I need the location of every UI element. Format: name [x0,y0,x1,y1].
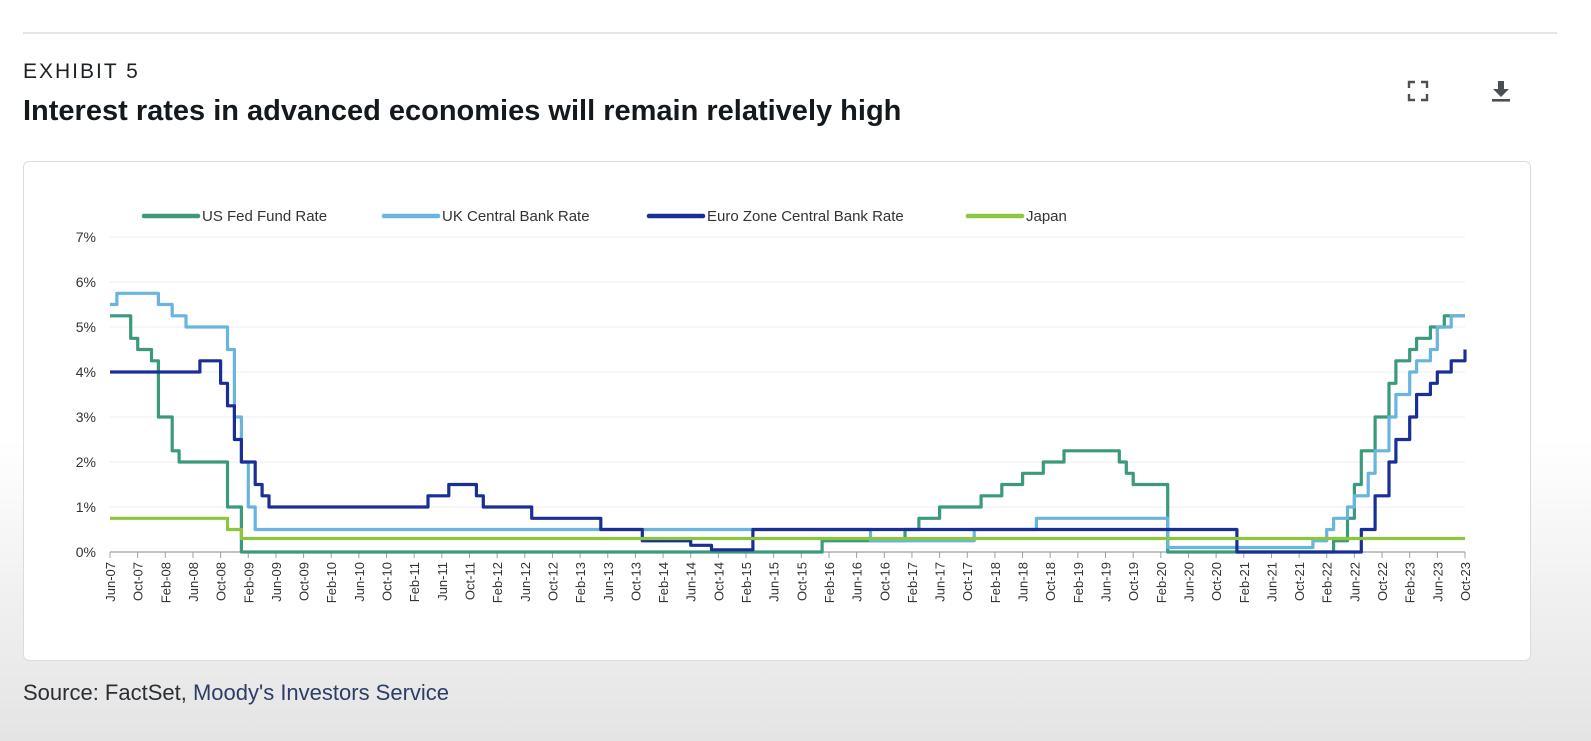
x-tick-label: Feb-11 [407,562,422,602]
x-tick-label: Jun-17 [933,562,948,602]
x-tick-label: Feb-20 [1154,562,1169,603]
x-tick-label: Jun-09 [269,562,284,602]
y-tick-label: 0% [76,544,96,560]
source-link[interactable]: Moody's Investors Service [192,680,450,705]
y-tick-label: 5% [76,319,96,335]
x-tick-label: Feb-22 [1320,562,1335,603]
series-line-uk-central-bank-rate [110,291,1465,550]
y-tick-label: 4% [76,364,96,380]
x-tick-label: Jun-18 [1016,562,1031,602]
x-tick-label: Oct-19 [1126,562,1141,601]
x-tick-label: Oct-18 [1043,562,1058,601]
x-tick-label: Oct-17 [960,562,975,601]
x-tick-label: Oct-20 [1209,562,1224,601]
y-tick-label: 3% [76,409,96,425]
x-tick-label: Oct-16 [877,562,892,601]
y-tick-label: 1% [76,499,96,515]
expand-button[interactable] [1401,74,1435,108]
legend-label: Euro Zone Central Bank Rate [707,208,904,225]
x-tick-label: Oct-15 [794,562,809,601]
x-tick-label: Feb-14 [656,562,671,603]
x-tick-label: Feb-13 [573,562,588,603]
x-tick-label: Jun-20 [1181,562,1196,602]
interest-rate-chart: 0% 1% 2% 3% 4% 5% 6% 7% Jun-07 Oct-07 Feb-08 Jun-08… [76,208,1473,603]
legend-item: UK Central Bank Rate [381,208,590,225]
x-tick-label: Feb-16 [822,562,837,603]
x-tick-label: Jun-07 [103,562,118,602]
download-button[interactable] [1484,74,1518,108]
x-tick-label: Oct-23 [1458,562,1473,601]
x-tick-label: Oct-13 [628,562,643,601]
series-line-euro-zone-central-bank-rate [110,349,1467,554]
download-icon [1492,81,1510,102]
x-tick-label: Jun-23 [1430,562,1445,602]
x-tick-label: Oct-12 [545,562,560,601]
chart-title: Interest rates in advanced economies wil… [23,95,902,127]
x-tick-label: Oct-21 [1292,562,1307,601]
x-tick-label: Oct-14 [711,562,726,601]
x-tick-label: Jun-10 [352,562,367,602]
x-tick-label: Feb-18 [988,562,1003,603]
x-tick-label: Feb-12 [490,562,505,603]
x-tick-label: Feb-10 [324,562,339,603]
x-tick-label: Feb-21 [1237,562,1252,603]
x-tick-label: Jun-12 [518,562,533,602]
x-tick-label: Oct-10 [380,562,395,601]
x-tick-label: Feb-15 [739,562,754,603]
x-tick-label: Jun-15 [767,562,782,602]
y-tick-label: 7% [76,229,96,245]
x-tick-label: Feb-23 [1403,562,1418,603]
legend-item: Euro Zone Central Bank Rate [646,208,904,225]
x-tick-label: Jun-13 [601,562,616,602]
exhibit-label: EXHIBIT 5 [23,60,140,83]
legend-label: UK Central Bank Rate [442,208,590,225]
x-tick-label: Oct-07 [131,562,146,601]
chart-card: 0% 1% 2% 3% 4% 5% 6% 7% Jun-07 Oct-07 Feb-08 Jun-08… [23,161,1531,661]
x-tick-label: Jun-11 [435,562,450,601]
expand-icon [1407,80,1429,102]
x-tick-label: Oct-11 [462,562,477,600]
x-tick-label: Jun-14 [684,562,699,602]
legend-label: Japan [1026,208,1067,225]
x-tick-label: Feb-17 [905,562,920,603]
x-tick-label: Jun-22 [1347,562,1362,602]
y-tick-label: 2% [76,454,96,470]
legend-item: Japan [965,208,1067,225]
x-tick-label: Oct-08 [214,562,229,601]
y-tick-label: 6% [76,274,96,290]
x-tick-label: Jun-08 [186,562,201,602]
legend-item: US Fed Fund Rate [141,208,327,225]
x-tick-label: Jun-19 [1099,562,1114,602]
x-tick-label: Feb-08 [158,562,173,603]
top-divider [23,32,1557,34]
x-tick-label: Jun-21 [1264,562,1279,602]
series-line-us-fed-fund-rate [110,314,1465,554]
legend-label: US Fed Fund Rate [202,208,327,225]
source-line: Source: FactSet, Moody's Investors Servi… [23,680,449,706]
x-tick-label: Oct-22 [1375,562,1390,601]
x-tick-label: Oct-09 [297,562,312,601]
x-tick-label: Feb-19 [1071,562,1086,603]
x-tick-label: Feb-09 [241,562,256,603]
source-prefix: Source: FactSet, [23,680,193,705]
x-tick-label: Jun-16 [850,562,865,602]
series-line-japan [110,516,1465,541]
